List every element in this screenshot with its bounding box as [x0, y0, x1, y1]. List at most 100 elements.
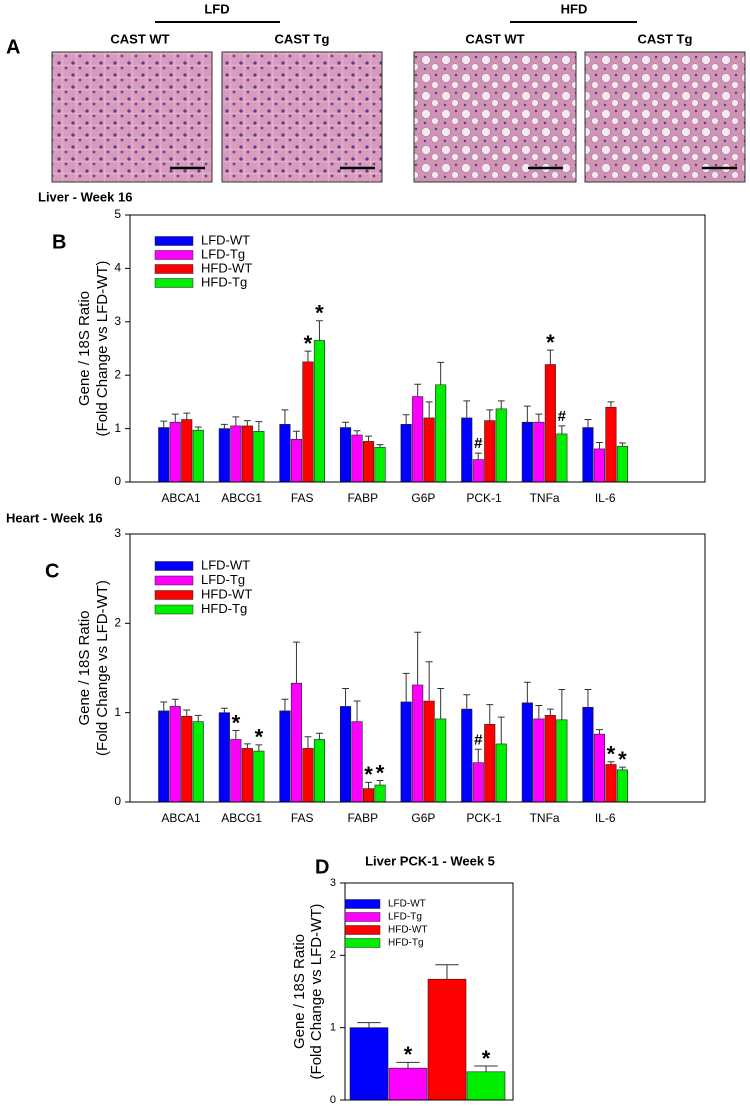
- y-tick-label: 1: [330, 1022, 336, 1034]
- error-bar: [194, 714, 202, 722]
- bar: [230, 739, 242, 803]
- error-bar: [402, 414, 410, 425]
- significance-marker: *: [618, 747, 627, 772]
- bar: [484, 723, 496, 803]
- error-bar: [535, 705, 543, 719]
- bar: [339, 427, 352, 483]
- bar: [169, 706, 181, 803]
- image-label: CAST Tg: [638, 31, 693, 46]
- error-bar: [486, 704, 494, 725]
- bar: [544, 364, 556, 483]
- bar: [466, 1071, 506, 1101]
- bar: [616, 769, 629, 803]
- error-bar: [414, 383, 422, 397]
- bar: [388, 1067, 428, 1101]
- bar: [400, 424, 412, 483]
- error-bar: [619, 442, 626, 447]
- error-bar: [376, 780, 384, 786]
- legend-swatch: [154, 264, 194, 274]
- error-bar: [160, 701, 168, 711]
- bar: [556, 719, 568, 803]
- chart-title: Liver PCK-1 - Week 5: [365, 853, 495, 868]
- error-bar: [437, 688, 445, 719]
- error-bar: [243, 743, 251, 749]
- y-tick-label: 3: [114, 314, 121, 328]
- error-bar: [342, 688, 349, 707]
- error-bar: [558, 425, 566, 434]
- significance-marker: #: [474, 435, 483, 452]
- error-bar: [357, 1022, 381, 1028]
- bar: [423, 700, 435, 803]
- legend-label: HFD-Tg: [201, 601, 247, 616]
- legend-swatch: [154, 250, 194, 260]
- error-bar: [342, 421, 349, 428]
- image-label: CAST WT: [110, 31, 169, 46]
- x-tick-label: ABCG1: [221, 811, 262, 825]
- panel-letter: D: [315, 856, 329, 878]
- bar: [427, 978, 467, 1101]
- panel-letter: B: [52, 231, 66, 253]
- y-tick-label: 2: [114, 367, 121, 381]
- significance-marker: *: [255, 725, 264, 750]
- bar: [169, 421, 181, 483]
- error-bar: [486, 409, 494, 421]
- significance-marker: *: [482, 1046, 491, 1071]
- y-tick-label: 4: [114, 261, 121, 275]
- bar: [593, 448, 606, 483]
- error-bar: [607, 761, 615, 765]
- x-tick-label: ABCA1: [161, 491, 201, 505]
- plot-frame: [129, 214, 706, 483]
- bar: [279, 424, 291, 483]
- error-bar: [596, 729, 603, 735]
- error-bar: [396, 1061, 420, 1069]
- error-bar: [546, 349, 554, 365]
- y-tick-label: 0: [114, 474, 121, 488]
- error-bar: [171, 413, 179, 423]
- histology-image: [413, 51, 577, 183]
- legend-label: LFD-Tg: [388, 912, 422, 923]
- legend-swatch: [154, 604, 194, 615]
- significance-marker: #: [558, 408, 567, 425]
- x-tick-label: IL-6: [595, 491, 616, 505]
- significance-marker: *: [315, 301, 324, 326]
- bar: [362, 441, 375, 483]
- image-label: CAST WT: [465, 31, 524, 46]
- x-tick-label: FAS: [291, 811, 314, 825]
- bar: [412, 684, 424, 803]
- error-bar: [183, 412, 191, 420]
- x-tick-label: G6P: [411, 811, 435, 825]
- y-tick-label: 3: [114, 526, 121, 540]
- error-bar: [425, 661, 433, 702]
- error-bar: [232, 416, 240, 426]
- error-bar: [281, 409, 289, 425]
- legend-label: HFD-WT: [201, 586, 252, 601]
- y-tick-label: 1: [114, 421, 121, 435]
- error-bar: [353, 430, 361, 436]
- bar: [412, 396, 424, 483]
- x-tick-label: IL-6: [595, 811, 616, 825]
- significance-marker: *: [304, 331, 313, 356]
- legend-label: LFD-Tg: [201, 572, 245, 587]
- error-bar: [220, 423, 228, 429]
- legend-swatch: [154, 561, 194, 571]
- error-bar: [281, 698, 289, 711]
- error-bar: [194, 426, 202, 431]
- chart-title: Liver - Week 16: [38, 189, 132, 204]
- bar: [435, 384, 447, 483]
- error-bar: [304, 350, 312, 362]
- bar: [351, 721, 363, 803]
- error-bar: [255, 421, 263, 432]
- bar: [521, 421, 533, 483]
- significance-marker: *: [376, 760, 385, 785]
- bar: [181, 419, 193, 483]
- y-tick-label: 5: [114, 207, 121, 221]
- error-bar: [402, 672, 410, 702]
- bar: [290, 682, 303, 803]
- bar: [302, 361, 314, 483]
- histology-image: [51, 51, 213, 183]
- x-tick-label: FABP: [347, 811, 378, 825]
- chart-title: Heart - Week 16: [6, 510, 103, 525]
- x-tick-label: TNFa: [530, 811, 560, 825]
- error-bar: [316, 732, 323, 740]
